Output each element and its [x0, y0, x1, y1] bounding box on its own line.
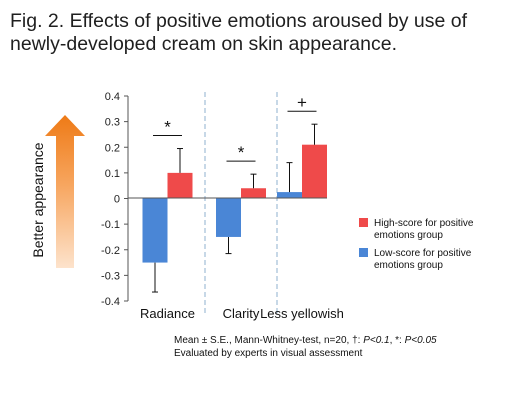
y-tick-label: 0	[114, 194, 120, 206]
bar-low-2	[277, 192, 302, 199]
bar-low-1	[216, 198, 241, 237]
category-label: Less yellowish	[260, 306, 344, 321]
y-tick-label: 0.2	[105, 142, 120, 154]
footnote-sep: , *:	[389, 335, 405, 346]
significance-marker: +	[297, 93, 307, 112]
significance-marker: *	[238, 143, 245, 162]
legend-label: High-score for positive	[374, 218, 474, 229]
legend-swatch	[359, 218, 368, 227]
footnote: Mean ± S.E., Mann-Whitney-test, n=20, †:…	[174, 334, 437, 360]
figure-title: Fig. 2. Effects of positive emotions aro…	[10, 10, 468, 55]
legend-label: emotions group	[374, 260, 443, 271]
significance-marker: *	[164, 118, 171, 137]
category-label: Radiance	[140, 306, 195, 321]
footnote-prefix: Mean ± S.E., Mann-Whitney-test, n=20, †:	[174, 335, 364, 346]
y-tick-label: -0.1	[101, 219, 120, 231]
y-tick-label: -0.2	[101, 245, 120, 257]
legend-swatch	[359, 248, 368, 257]
legend-label: emotions group	[374, 230, 443, 241]
y-tick-label: -0.3	[101, 270, 120, 282]
bar-low-0	[142, 198, 168, 263]
footnote-p2: P<0.05	[404, 335, 437, 346]
y-axis-label: Better appearance	[30, 142, 46, 257]
bar-high-1	[241, 188, 266, 199]
bar-high-2	[302, 144, 327, 199]
better-appearance-arrow	[45, 115, 85, 268]
footnote-p1: P<0.1	[363, 335, 390, 346]
footnote-line2: Evaluated by experts in visual assessmen…	[174, 348, 363, 359]
y-tick-label: 0.1	[105, 168, 120, 180]
bar-high-0	[167, 172, 193, 199]
category-label: Clarity	[223, 306, 260, 321]
y-tick-label: -0.4	[101, 296, 120, 308]
legend-label: Low-score for positive	[374, 248, 472, 259]
y-tick-label: 0.3	[105, 117, 120, 129]
y-tick-label: 0.4	[105, 91, 120, 103]
